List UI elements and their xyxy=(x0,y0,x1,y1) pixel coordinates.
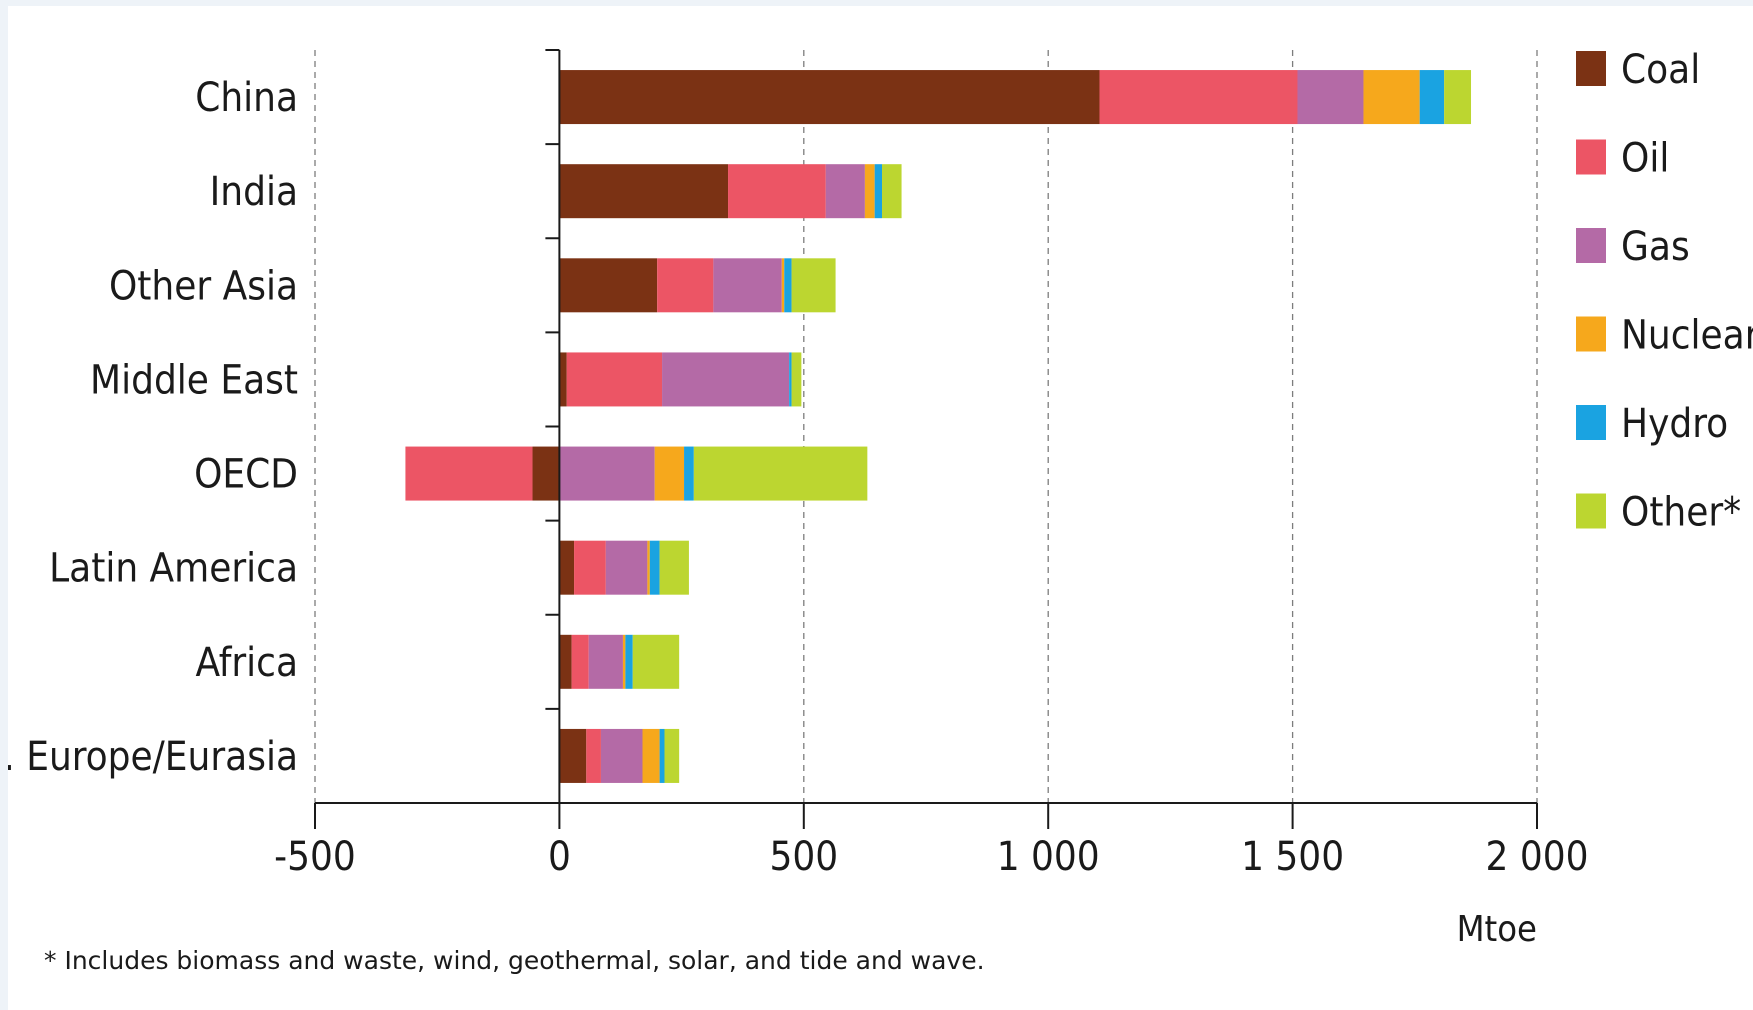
bar-e-europe-eurasia-oil xyxy=(586,728,601,783)
legend-label-oil: Oil xyxy=(1621,136,1669,182)
category-label-india: India xyxy=(210,169,298,215)
bar-middle-east-other xyxy=(791,352,802,407)
category-label-africa: Africa xyxy=(196,640,298,686)
legend-label-other: Other* xyxy=(1621,490,1741,536)
bars xyxy=(405,70,1472,783)
legend-swatch-gas xyxy=(1576,228,1606,263)
bar-oecd-coal xyxy=(532,446,560,501)
bar-other-asia-nuclear xyxy=(781,258,785,313)
legend-label-coal: Coal xyxy=(1621,47,1700,93)
bar-other-asia-gas xyxy=(713,258,782,313)
bar-china-oil xyxy=(1099,70,1298,125)
legend-label-gas: Gas xyxy=(1621,224,1690,270)
category-label-middle-east: Middle East xyxy=(90,357,298,403)
bar-africa-coal xyxy=(559,634,572,689)
bar-e-europe-eurasia-coal xyxy=(559,728,587,783)
chart-panel: China India Other Asia Middle East OECD Latin… xyxy=(8,6,1753,1010)
bar-latin-america-other xyxy=(659,540,689,595)
bar-other-asia-oil xyxy=(657,258,714,313)
bar-latin-america-hydro xyxy=(649,540,660,595)
bar-oecd-gas xyxy=(559,446,655,501)
bar-other-asia-hydro xyxy=(784,258,792,313)
bar-latin-america-coal xyxy=(559,540,575,595)
bar-e-europe-eurasia-gas xyxy=(600,728,643,783)
legend: Coal Oil Gas Nuclear Hydro Other* xyxy=(1576,47,1753,536)
bar-middle-east-coal xyxy=(559,352,567,407)
bar-latin-america-oil xyxy=(574,540,606,595)
bar-oecd-hydro xyxy=(684,446,694,501)
category-label-china: China xyxy=(195,75,298,121)
bar-china-coal xyxy=(559,70,1100,125)
bar-latin-america-nuclear xyxy=(647,540,650,595)
category-label-other-asia: Other Asia xyxy=(109,263,298,309)
bar-india-oil xyxy=(728,164,826,219)
bar-other-asia-coal xyxy=(559,258,658,313)
bar-africa-hydro xyxy=(625,634,633,689)
x-tick-label-500: 500 xyxy=(769,834,838,880)
legend-swatch-nuclear xyxy=(1576,316,1606,352)
bar-india-other xyxy=(882,164,902,219)
bar-oecd-other xyxy=(693,446,868,501)
bar-india-gas xyxy=(825,164,865,219)
bar-china-hydro xyxy=(1419,70,1445,125)
bar-oecd-oil xyxy=(405,446,533,501)
x-tick-labels: -500 0 500 1 000 1 500 2 000 xyxy=(274,834,1588,880)
category-label-e-europe-eurasia: E. Europe/Eurasia xyxy=(8,734,298,780)
category-labels: China India Other Asia Middle East OECD Latin… xyxy=(8,75,298,780)
bar-e-europe-eurasia-hydro xyxy=(659,728,665,783)
legend-swatch-coal xyxy=(1576,51,1606,86)
bar-africa-oil xyxy=(571,634,589,689)
bar-e-europe-eurasia-nuclear xyxy=(642,728,660,783)
bar-china-other xyxy=(1444,70,1472,125)
legend-swatch-hydro xyxy=(1576,405,1606,440)
legend-swatch-other xyxy=(1576,493,1606,529)
bar-india-nuclear xyxy=(864,164,875,219)
legend-swatch-oil xyxy=(1576,139,1606,175)
legend-label-hydro: Hydro xyxy=(1621,401,1728,447)
gridlines xyxy=(314,50,1538,803)
x-axis-unit-label: Mtoe xyxy=(1457,909,1537,950)
x-tick-label-0: 0 xyxy=(548,834,571,880)
bar-latin-america-gas xyxy=(605,540,648,595)
footnote: * Includes biomass and waste, wind, geot… xyxy=(44,946,985,975)
stacked-bar-chart: China India Other Asia Middle East OECD Latin… xyxy=(8,47,1753,950)
bar-oecd-nuclear xyxy=(654,446,685,501)
axes xyxy=(314,49,1538,829)
category-label-oecd: OECD xyxy=(194,452,298,498)
legend-label-nuclear: Nuclear xyxy=(1621,313,1753,359)
x-tick-label-1-000: 1 000 xyxy=(997,834,1100,880)
x-tick-label-2-000: 2 000 xyxy=(1486,834,1589,880)
bar-india-hydro xyxy=(874,164,883,219)
bar-china-nuclear xyxy=(1363,70,1420,125)
bar-other-asia-other xyxy=(791,258,836,313)
bar-africa-other xyxy=(632,634,680,689)
bar-middle-east-hydro xyxy=(789,352,792,407)
x-tick-label-500: -500 xyxy=(274,834,356,880)
bar-e-europe-eurasia-other xyxy=(664,728,680,783)
bar-middle-east-gas xyxy=(662,352,790,407)
x-tick-label-1-500: 1 500 xyxy=(1241,834,1344,880)
bar-africa-gas xyxy=(588,634,623,689)
bar-india-coal xyxy=(559,164,729,219)
bar-africa-nuclear xyxy=(622,634,626,689)
bar-middle-east-oil xyxy=(566,352,663,407)
bar-china-gas xyxy=(1297,70,1364,125)
category-label-latin-america: Latin America xyxy=(49,546,298,592)
